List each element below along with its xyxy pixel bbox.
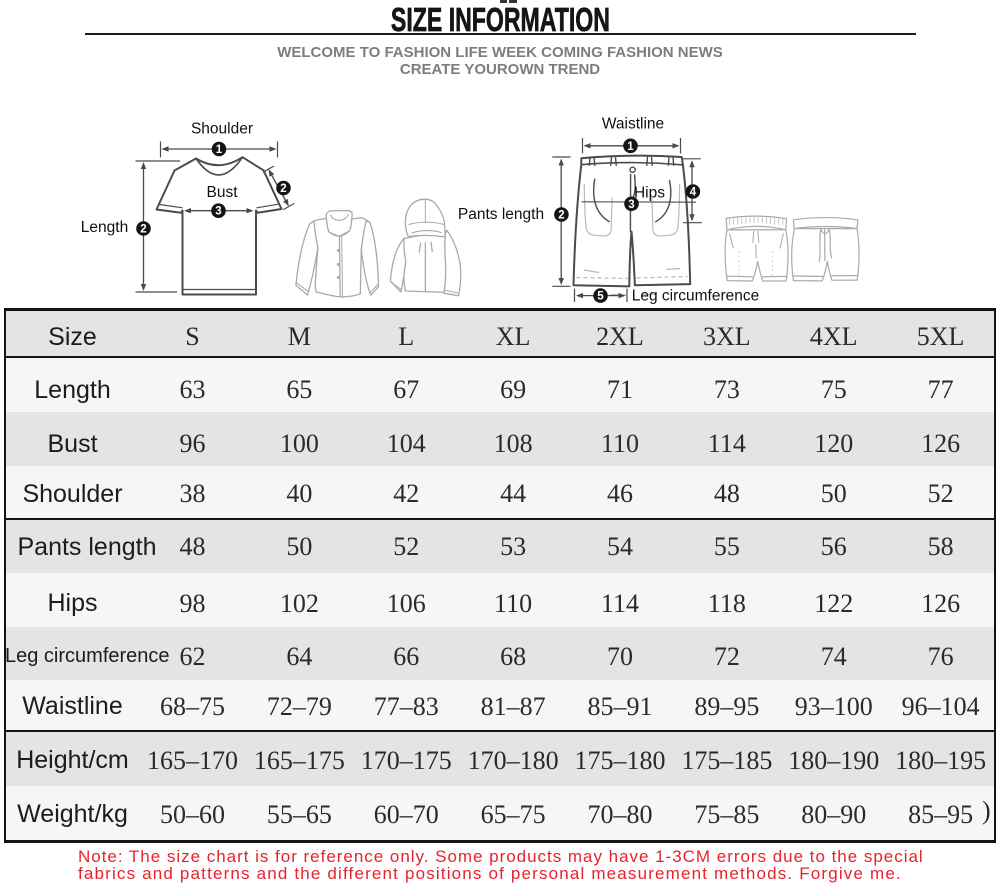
svg-text:5: 5 [597,291,604,303]
svg-text:4: 4 [690,187,697,199]
svg-text:Leg circumference: Leg circumference [632,288,760,305]
svg-text:3: 3 [628,199,634,211]
svg-text:2: 2 [280,183,286,195]
svg-text:3: 3 [215,206,221,218]
svg-text:Waistline: Waistline [602,116,664,133]
svg-text:1: 1 [627,141,634,153]
svg-text:Hips: Hips [634,185,665,202]
svg-text:2: 2 [140,224,146,236]
svg-text:2: 2 [558,210,564,222]
svg-text:1: 1 [216,144,223,156]
svg-text:Shoulder: Shoulder [191,121,253,138]
svg-text:Bust: Bust [206,184,238,201]
svg-text:Length: Length [81,219,128,236]
svg-text:Pants length: Pants length [458,206,544,223]
